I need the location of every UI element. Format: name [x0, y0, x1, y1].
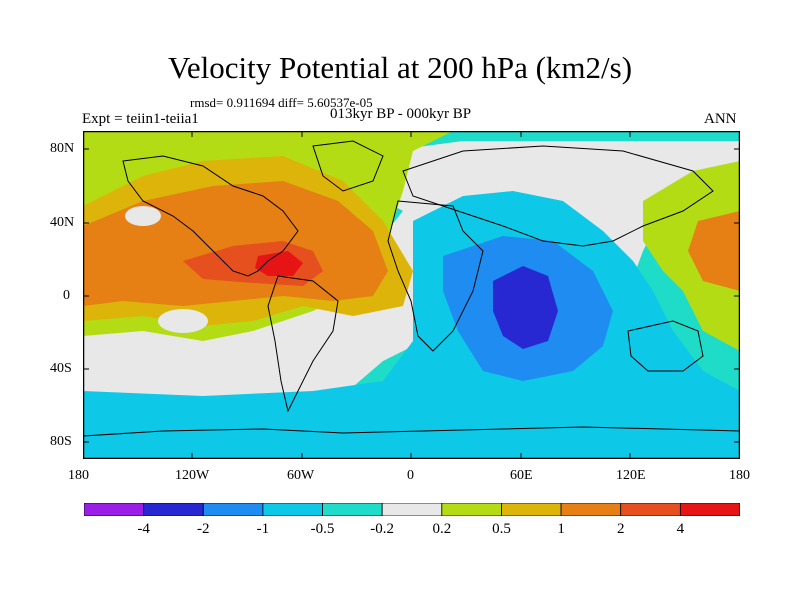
- axis-ticks: [83, 131, 740, 459]
- lat-label-40s: 40S: [50, 361, 72, 376]
- colorbar-tick-label: -2: [197, 521, 210, 537]
- colorbar-tick-label: -0.2: [370, 521, 395, 537]
- colorbar: [84, 503, 740, 516]
- colorbar-tick-label: -1: [256, 521, 270, 537]
- lon-label-60e: 60E: [510, 468, 533, 483]
- lon-label-60w: 60W: [287, 468, 315, 483]
- coastline-eurasia: [402, 145, 714, 247]
- contour-fill-layer: [83, 131, 740, 459]
- lon-label-120w: 120W: [175, 468, 210, 483]
- lat-label-0: 0: [63, 288, 70, 303]
- lon-label-180-east: 180: [729, 468, 750, 483]
- colorbar-tick-label: 4: [676, 521, 685, 537]
- coastline-south-america: [267, 275, 339, 413]
- lat-label-40n: 40N: [50, 215, 75, 230]
- colorbar-tick-label: -4: [137, 521, 150, 537]
- coastline-layer: [83, 140, 740, 437]
- colorbar-swatch: [441, 503, 502, 516]
- colorbar-swatch: [202, 503, 264, 516]
- coastline-australia: [627, 320, 704, 372]
- colorbar-swatch: [501, 503, 562, 516]
- velocity-potential-map: [83, 131, 740, 459]
- colorbar-swatch: [84, 503, 145, 516]
- colorbar-swatch: [560, 503, 622, 516]
- season-label: ANN: [704, 111, 737, 127]
- stats-text: rmsd= 0.911694 diff= 5.60537e-05: [190, 95, 373, 110]
- contour-dark-blue-band: [493, 266, 558, 349]
- experiment-label: Expt = teiin1-teiia1: [82, 111, 199, 127]
- coastline-antarctica: [83, 426, 740, 437]
- colorbar-tick-label: 0.5: [492, 521, 511, 537]
- colorbar-tick-label: -0.5: [310, 521, 335, 537]
- contour-red-band: [255, 251, 303, 276]
- colorbar-tick-label: 1: [557, 521, 565, 537]
- lat-label-80s: 80S: [50, 434, 72, 449]
- lon-label-120e: 120E: [616, 468, 646, 483]
- colorbar-swatch: [143, 503, 204, 516]
- colorbar-tick-label: 0.2: [432, 521, 452, 537]
- colorbar-swatch: [620, 503, 681, 516]
- lon-label-180-west: 180: [68, 468, 89, 483]
- coastline-greenland: [312, 140, 384, 192]
- colorbar-tick-label: 2: [616, 521, 625, 537]
- colorbar-swatch: [381, 503, 443, 516]
- contour-light-gray-patch-south: [158, 309, 208, 333]
- coastline-africa: [387, 200, 484, 352]
- colorbar-swatch: [262, 503, 323, 516]
- coastline-north-america: [122, 155, 299, 277]
- map-title: Velocity Potential at 200 hPa (km2/s): [167, 50, 633, 85]
- contour-orange-band-east: [688, 211, 740, 291]
- period-label: 013kyr BP - 000kyr BP: [330, 106, 472, 122]
- contour-light-gray-patch: [125, 206, 161, 226]
- lat-label-80n: 80N: [50, 141, 75, 156]
- colorbar-swatch: [679, 503, 740, 516]
- contour-light-blue-band: [83, 191, 740, 459]
- lon-label-0: 0: [407, 468, 414, 483]
- colorbar-swatch: [322, 503, 383, 516]
